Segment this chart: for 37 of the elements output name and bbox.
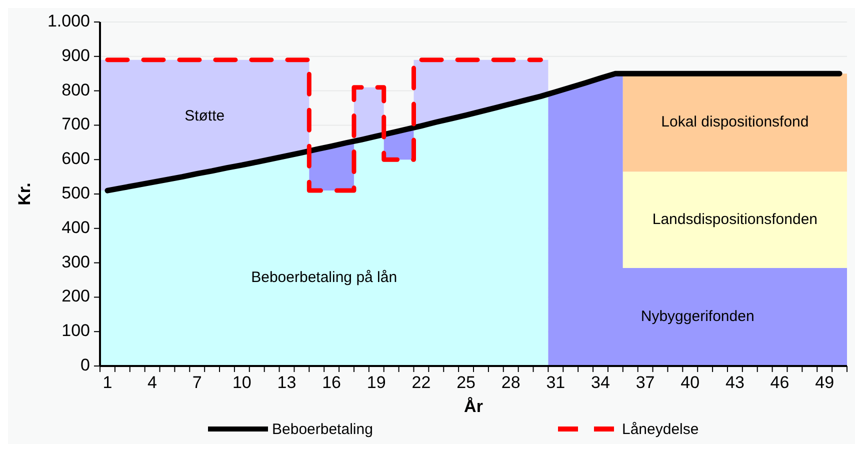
y-tick-label: 1.000: [47, 11, 90, 30]
x-tick-label: 40: [680, 373, 700, 392]
x-tick-label: 7: [192, 373, 202, 392]
x-tick-label: 34: [591, 373, 610, 392]
x-tick-label: 28: [501, 373, 520, 392]
x-tick-label: 22: [412, 373, 431, 392]
series-label: Beboerbetaling på lån: [251, 269, 398, 286]
x-tick-label: 19: [366, 373, 386, 392]
series-label: Lokal dispositionsfond: [661, 114, 809, 131]
x-tick-label: 43: [725, 373, 744, 392]
y-tick-label: 100: [62, 321, 90, 340]
series-label: Landsdispositionsfonden: [652, 210, 818, 228]
x-tick-label: 13: [277, 373, 296, 392]
x-tick-label: 4: [148, 373, 158, 392]
x-tick-label: 46: [770, 373, 790, 392]
y-tick-label: 500: [62, 183, 90, 202]
y-tick-label: 800: [62, 80, 90, 100]
x-axis-title: År: [464, 397, 484, 416]
x-tick-label: 25: [456, 373, 476, 392]
series-label: Støtte: [184, 108, 225, 125]
x-tick-label: 37: [636, 373, 655, 392]
x-tick-label: 1: [102, 373, 112, 392]
y-tick-label: 900: [62, 46, 90, 65]
y-tick-label: 700: [62, 114, 90, 134]
y-tick-label: 0: [80, 355, 90, 374]
y-tick-label: 400: [62, 218, 90, 237]
series-label: Nybyggerifonden: [640, 308, 754, 325]
y-axis-title: Kr.: [15, 182, 34, 206]
legend-label: Beboerbetaling: [272, 421, 373, 438]
y-tick-label: 200: [62, 286, 90, 306]
y-tick-label: 300: [62, 252, 90, 272]
y-tick-label: 600: [62, 149, 90, 168]
x-tick-label: 10: [232, 373, 252, 392]
x-tick-label: 16: [322, 373, 342, 392]
x-tick-label: 49: [815, 373, 834, 392]
x-tick-label: 31: [546, 373, 566, 392]
legend-label: Låneydelse: [622, 421, 699, 438]
